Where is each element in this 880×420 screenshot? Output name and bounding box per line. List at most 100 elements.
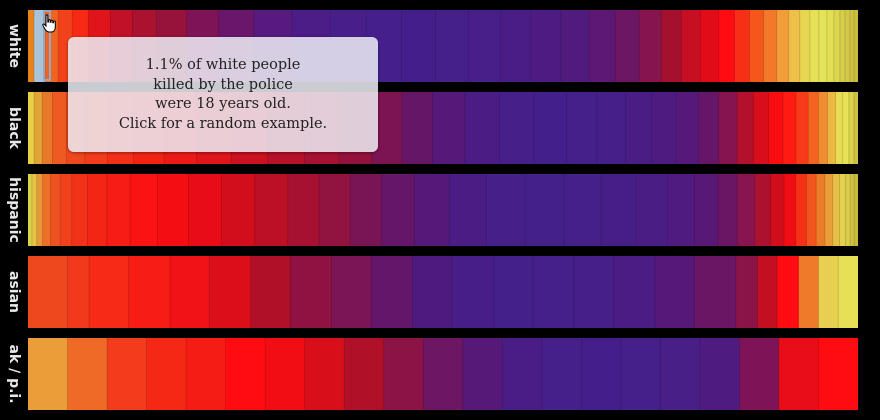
tooltip-line[interactable]: Click for a random example. — [118, 115, 328, 132]
segment-asian-5[interactable] — [209, 256, 252, 328]
segment-white-31[interactable] — [776, 10, 790, 82]
segment-asian-3[interactable] — [128, 256, 171, 328]
segment-asian-12[interactable] — [493, 256, 534, 328]
segment-white-28[interactable] — [734, 10, 751, 82]
strip-svg-hispanic[interactable] — [28, 174, 858, 246]
segment-asian-9[interactable] — [371, 256, 414, 328]
segment-hispanic-17[interactable] — [381, 174, 415, 246]
segment-ak-pi-9[interactable] — [383, 338, 424, 410]
segment-black-35[interactable] — [835, 92, 844, 164]
segment-black-38[interactable] — [853, 92, 858, 164]
segment-white-23[interactable] — [639, 10, 662, 82]
segment-hispanic-22[interactable] — [564, 174, 602, 246]
segment-ak-pi-18[interactable] — [739, 338, 780, 410]
segment-hispanic-37[interactable] — [839, 174, 846, 246]
segment-white-41[interactable] — [853, 10, 858, 82]
segment-hispanic-34[interactable] — [816, 174, 826, 246]
segment-black-17[interactable] — [464, 92, 500, 164]
segment-hispanic-28[interactable] — [737, 174, 756, 246]
segment-asian-6[interactable] — [250, 256, 291, 328]
segment-hispanic-24[interactable] — [636, 174, 668, 246]
segment-asian-7[interactable] — [290, 256, 333, 328]
segment-hispanic-20[interactable] — [486, 174, 526, 246]
segment-white-37[interactable] — [833, 10, 841, 82]
segment-hispanic-13[interactable] — [254, 174, 289, 246]
segment-hispanic-7[interactable] — [87, 174, 108, 246]
segment-white-40[interactable] — [849, 10, 855, 82]
segment-asian-13[interactable] — [532, 256, 575, 328]
segment-black-33[interactable] — [818, 92, 829, 164]
segment-hispanic-32[interactable] — [795, 174, 808, 246]
segment-hispanic-26[interactable] — [694, 174, 719, 246]
segment-black-23[interactable] — [651, 92, 677, 164]
segment-black-36[interactable] — [842, 92, 850, 164]
segment-white-26[interactable] — [700, 10, 720, 82]
segment-black-21[interactable] — [596, 92, 626, 164]
segment-hispanic-27[interactable] — [717, 174, 738, 246]
segment-hispanic-12[interactable] — [221, 174, 256, 246]
segment-ak-pi-10[interactable] — [423, 338, 464, 410]
segment-ak-pi-6[interactable] — [265, 338, 306, 410]
segment-hispanic-21[interactable] — [525, 174, 565, 246]
segment-ak-pi-20[interactable] — [818, 338, 858, 410]
segment-black-25[interactable] — [698, 92, 720, 164]
segment-ak-pi-2[interactable] — [107, 338, 148, 410]
segment-black-34[interactable] — [827, 92, 837, 164]
segment-hispanic-4[interactable] — [50, 174, 61, 246]
segment-ak-pi-17[interactable] — [699, 338, 741, 410]
segment-asian-16[interactable] — [654, 256, 696, 328]
segment-asian-21[interactable] — [798, 256, 820, 328]
segment-asian-4[interactable] — [169, 256, 211, 328]
segment-white-27[interactable] — [718, 10, 736, 82]
segment-ak-pi-8[interactable] — [344, 338, 385, 410]
segment-white-35[interactable] — [818, 10, 828, 82]
segment-hispanic-14[interactable] — [287, 174, 320, 246]
segment-white-39[interactable] — [844, 10, 851, 82]
segment-black-3[interactable] — [52, 92, 68, 164]
segment-ak-pi-4[interactable] — [186, 338, 227, 410]
segment-white-34[interactable] — [809, 10, 820, 82]
segment-asian-1[interactable] — [67, 256, 90, 328]
segment-hispanic-18[interactable] — [414, 174, 450, 246]
segment-white-29[interactable] — [749, 10, 765, 82]
segment-white-16[interactable] — [435, 10, 470, 82]
segment-hispanic-25[interactable] — [667, 174, 696, 246]
segment-ak-pi-15[interactable] — [620, 338, 661, 410]
segment-hispanic-29[interactable] — [754, 174, 772, 246]
segment-black-19[interactable] — [533, 92, 568, 164]
strip-svg-asian[interactable] — [28, 256, 858, 328]
segment-white-17[interactable] — [468, 10, 502, 82]
segment-black-16[interactable] — [432, 92, 466, 164]
segment-hispanic-35[interactable] — [824, 174, 834, 246]
strip-ak-pi[interactable] — [28, 338, 858, 410]
segment-white-20[interactable] — [560, 10, 590, 82]
segment-black-2[interactable] — [42, 92, 53, 164]
segment-black-27[interactable] — [737, 92, 754, 164]
segment-hispanic-9[interactable] — [130, 174, 159, 246]
segment-black-1[interactable] — [34, 92, 43, 164]
segment-ak-pi-0[interactable] — [28, 338, 69, 410]
segment-asian-11[interactable] — [451, 256, 494, 328]
segment-asian-14[interactable] — [574, 256, 615, 328]
segment-hispanic-16[interactable] — [350, 174, 382, 246]
segment-hispanic-31[interactable] — [784, 174, 797, 246]
segment-hispanic-5[interactable] — [60, 174, 73, 246]
segment-ak-pi-3[interactable] — [146, 338, 187, 410]
segment-hispanic-2[interactable] — [36, 174, 44, 246]
segment-hispanic-6[interactable] — [71, 174, 88, 246]
segment-ak-pi-12[interactable] — [502, 338, 543, 410]
segment-black-18[interactable] — [499, 92, 535, 164]
segment-white-36[interactable] — [826, 10, 835, 82]
segment-white-25[interactable] — [681, 10, 702, 82]
segment-ak-pi-7[interactable] — [304, 338, 345, 410]
segment-white-18[interactable] — [500, 10, 532, 82]
segment-hispanic-11[interactable] — [188, 174, 223, 246]
segment-ak-pi-16[interactable] — [660, 338, 701, 410]
segment-white-32[interactable] — [788, 10, 801, 82]
strip-asian[interactable] — [28, 256, 858, 328]
segment-ak-pi-5[interactable] — [225, 338, 266, 410]
segment-asian-22[interactable] — [818, 256, 839, 328]
segment-ak-pi-14[interactable] — [581, 338, 622, 410]
segment-black-31[interactable] — [796, 92, 809, 164]
segment-black-22[interactable] — [625, 92, 653, 164]
